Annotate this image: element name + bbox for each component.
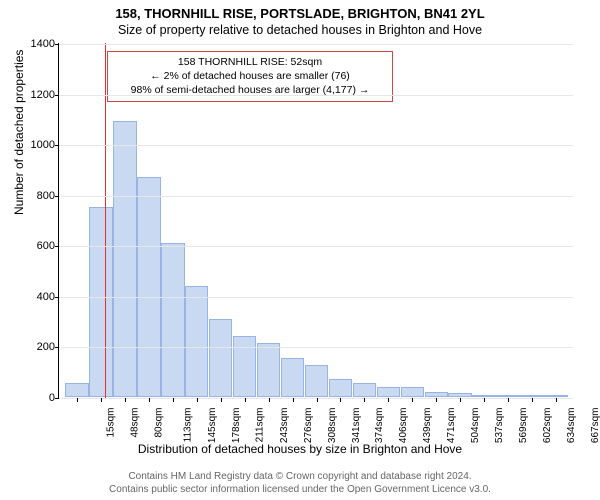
xtick-mark: [340, 398, 341, 402]
xtick-mark: [364, 398, 365, 402]
bar: [113, 121, 136, 397]
bar: [257, 343, 280, 397]
ytick-label: 600: [37, 240, 55, 252]
footer-line2: Contains public sector information licen…: [0, 484, 600, 497]
ytick-label: 200: [37, 341, 55, 353]
xtick-label: 569sqm: [518, 408, 529, 444]
xtick-label: 243sqm: [279, 408, 290, 444]
xtick-label: 374sqm: [375, 408, 386, 444]
ytick-mark: [55, 347, 59, 348]
xtick-mark: [293, 398, 294, 402]
gridline: [59, 246, 573, 247]
xtick-label: 504sqm: [470, 408, 481, 444]
gridline: [59, 145, 573, 146]
chart-area: 158 THORNHILL RISE: 52sqm← 2% of detache…: [58, 43, 573, 399]
xtick-label: 276sqm: [303, 408, 314, 444]
ytick-mark: [55, 95, 59, 96]
bar: [401, 387, 424, 397]
xtick-label: 308sqm: [327, 408, 338, 444]
xtick-mark: [484, 398, 485, 402]
xtick-mark: [197, 398, 198, 402]
bar: [137, 177, 160, 397]
xtick-label: 15sqm: [105, 408, 116, 438]
ytick-label: 1000: [31, 139, 55, 151]
xtick-mark: [173, 398, 174, 402]
footer: Contains HM Land Registry data © Crown c…: [0, 471, 600, 496]
xtick-label: 341sqm: [351, 408, 362, 444]
title-line1: 158, THORNHILL RISE, PORTSLADE, BRIGHTON…: [0, 0, 600, 21]
bar: [329, 379, 352, 397]
annotation-line: 158 THORNHILL RISE: 52sqm: [114, 55, 386, 69]
ytick-label: 1400: [31, 38, 55, 50]
ytick-label: 800: [37, 190, 55, 202]
ytick-mark: [55, 246, 59, 247]
bar: [448, 393, 471, 397]
xtick-label: 602sqm: [542, 408, 553, 444]
ytick-mark: [55, 196, 59, 197]
bar: [65, 383, 88, 397]
xtick-mark: [412, 398, 413, 402]
ytick-mark: [55, 398, 59, 399]
ytick-label: 1200: [31, 89, 55, 101]
xtick-mark: [317, 398, 318, 402]
xtick-mark: [245, 398, 246, 402]
xtick-label: 80sqm: [153, 408, 164, 438]
bar: [377, 387, 400, 397]
xtick-mark: [221, 398, 222, 402]
bar: [161, 243, 184, 397]
xtick-label: 178sqm: [231, 408, 242, 444]
annotation-line: ← 2% of detached houses are smaller (76): [114, 69, 386, 83]
y-axis-label: Number of detached properties: [12, 50, 26, 215]
marker-line: [105, 43, 107, 398]
xtick-mark: [125, 398, 126, 402]
xtick-label: 439sqm: [422, 408, 433, 444]
xtick-label: 113sqm: [182, 408, 193, 443]
bar: [209, 319, 232, 397]
xtick-mark: [269, 398, 270, 402]
bar: [544, 395, 567, 397]
bar: [89, 207, 112, 397]
xtick-mark: [532, 398, 533, 402]
xtick-mark: [508, 398, 509, 402]
xtick-mark: [556, 398, 557, 402]
gridline: [59, 347, 573, 348]
footer-line1: Contains HM Land Registry data © Crown c…: [0, 471, 600, 484]
xtick-mark: [101, 398, 102, 402]
gridline: [59, 196, 573, 197]
xtick-mark: [436, 398, 437, 402]
xtick-label: 145sqm: [207, 408, 218, 444]
xtick-label: 471sqm: [446, 408, 457, 444]
bar: [520, 395, 543, 397]
gridline: [59, 95, 573, 96]
bar: [496, 395, 519, 397]
bar: [233, 336, 256, 397]
xtick-mark: [460, 398, 461, 402]
bar: [281, 358, 304, 397]
xtick-label: 537sqm: [494, 408, 505, 444]
plot-area: 158 THORNHILL RISE: 52sqm← 2% of detache…: [58, 43, 573, 399]
xtick-label: 406sqm: [398, 408, 409, 444]
x-axis-label: Distribution of detached houses by size …: [0, 442, 600, 456]
xtick-label: 48sqm: [129, 408, 140, 438]
bar: [472, 395, 495, 397]
xtick-mark: [149, 398, 150, 402]
ytick-mark: [55, 145, 59, 146]
gridline: [59, 44, 573, 45]
bar: [425, 392, 448, 397]
bar: [305, 365, 328, 397]
bar: [353, 383, 376, 397]
title-line2: Size of property relative to detached ho…: [0, 23, 600, 37]
xtick-mark: [77, 398, 78, 402]
gridline: [59, 297, 573, 298]
xtick-label: 211sqm: [254, 408, 265, 443]
ytick-mark: [55, 44, 59, 45]
bar: [185, 286, 208, 397]
ytick-mark: [55, 297, 59, 298]
xtick-label: 634sqm: [566, 408, 577, 444]
ytick-label: 0: [49, 392, 55, 404]
ytick-label: 400: [37, 291, 55, 303]
xtick-label: 667sqm: [590, 408, 600, 444]
xtick-mark: [388, 398, 389, 402]
